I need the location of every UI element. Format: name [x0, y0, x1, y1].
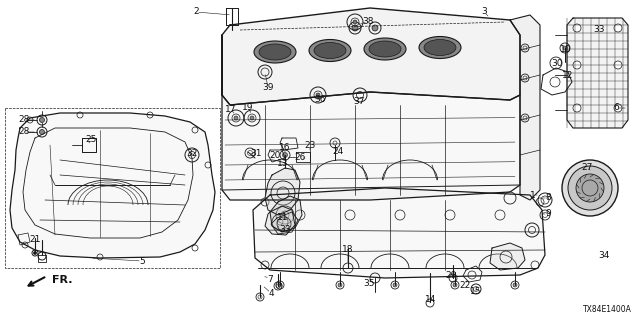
- Polygon shape: [567, 18, 628, 128]
- Text: 1: 1: [530, 190, 536, 199]
- Ellipse shape: [364, 38, 406, 60]
- Circle shape: [33, 252, 36, 254]
- Ellipse shape: [309, 39, 351, 61]
- Text: 30: 30: [551, 59, 563, 68]
- Text: TX84E1400A: TX84E1400A: [583, 305, 632, 314]
- Text: 13: 13: [277, 158, 289, 167]
- Ellipse shape: [419, 36, 461, 59]
- Text: 21: 21: [29, 236, 41, 244]
- Circle shape: [282, 153, 287, 157]
- Text: 39: 39: [262, 84, 274, 92]
- Text: 32: 32: [186, 148, 198, 157]
- Text: 23: 23: [304, 140, 316, 149]
- Circle shape: [40, 117, 45, 123]
- Polygon shape: [265, 206, 295, 235]
- Text: 25: 25: [85, 134, 97, 143]
- Ellipse shape: [259, 44, 291, 60]
- Text: 28: 28: [19, 127, 29, 137]
- Text: 15: 15: [470, 286, 482, 295]
- Circle shape: [338, 283, 342, 287]
- Circle shape: [563, 46, 567, 50]
- Text: 33: 33: [279, 226, 291, 235]
- Text: 29: 29: [445, 270, 457, 279]
- Text: 17: 17: [225, 106, 237, 115]
- Ellipse shape: [254, 41, 296, 63]
- Circle shape: [278, 283, 282, 287]
- Text: 33: 33: [593, 25, 605, 34]
- Circle shape: [453, 283, 457, 287]
- Text: 22: 22: [460, 281, 470, 290]
- Polygon shape: [271, 212, 298, 234]
- Ellipse shape: [424, 39, 456, 55]
- Circle shape: [573, 104, 581, 112]
- Text: FR.: FR.: [52, 275, 72, 285]
- Text: 10: 10: [560, 45, 572, 54]
- Text: 8: 8: [545, 194, 551, 203]
- Circle shape: [234, 116, 238, 120]
- Text: 34: 34: [598, 251, 610, 260]
- Text: 38: 38: [362, 18, 374, 27]
- Ellipse shape: [314, 43, 346, 59]
- Circle shape: [513, 283, 517, 287]
- Polygon shape: [10, 113, 215, 258]
- Circle shape: [573, 61, 581, 69]
- Text: 37: 37: [353, 98, 365, 107]
- Circle shape: [40, 130, 45, 134]
- Polygon shape: [222, 8, 520, 105]
- Circle shape: [576, 174, 604, 202]
- Polygon shape: [222, 35, 520, 200]
- Circle shape: [250, 116, 254, 120]
- Text: 20: 20: [269, 151, 281, 161]
- Text: 7: 7: [267, 275, 273, 284]
- Text: 12: 12: [563, 71, 573, 81]
- Text: 3: 3: [481, 7, 487, 17]
- Text: 11: 11: [277, 213, 289, 222]
- Polygon shape: [510, 15, 540, 200]
- Polygon shape: [270, 196, 302, 232]
- Text: 14: 14: [426, 295, 436, 305]
- Circle shape: [352, 25, 358, 31]
- Text: 2: 2: [193, 7, 199, 17]
- Circle shape: [393, 283, 397, 287]
- Circle shape: [353, 20, 357, 24]
- Text: 31: 31: [250, 149, 262, 158]
- Circle shape: [614, 104, 622, 112]
- Text: 4: 4: [268, 290, 274, 299]
- Ellipse shape: [369, 41, 401, 57]
- Polygon shape: [253, 188, 545, 278]
- Text: 5: 5: [139, 257, 145, 266]
- Text: 28: 28: [19, 116, 29, 124]
- Text: 16: 16: [279, 143, 291, 153]
- Circle shape: [573, 24, 581, 32]
- Polygon shape: [490, 243, 525, 270]
- Circle shape: [316, 93, 320, 97]
- Text: 27: 27: [581, 163, 593, 172]
- Circle shape: [614, 61, 622, 69]
- Circle shape: [614, 24, 622, 32]
- Text: 18: 18: [342, 245, 354, 254]
- Text: 19: 19: [243, 102, 253, 111]
- Circle shape: [372, 25, 378, 31]
- Text: 36: 36: [314, 95, 326, 105]
- Text: 9: 9: [545, 210, 551, 219]
- Text: 35: 35: [364, 278, 375, 287]
- Polygon shape: [265, 168, 300, 215]
- Text: 24: 24: [332, 148, 344, 156]
- Circle shape: [568, 166, 612, 210]
- Text: 26: 26: [294, 154, 306, 163]
- Text: 6: 6: [613, 103, 619, 113]
- Circle shape: [562, 160, 618, 216]
